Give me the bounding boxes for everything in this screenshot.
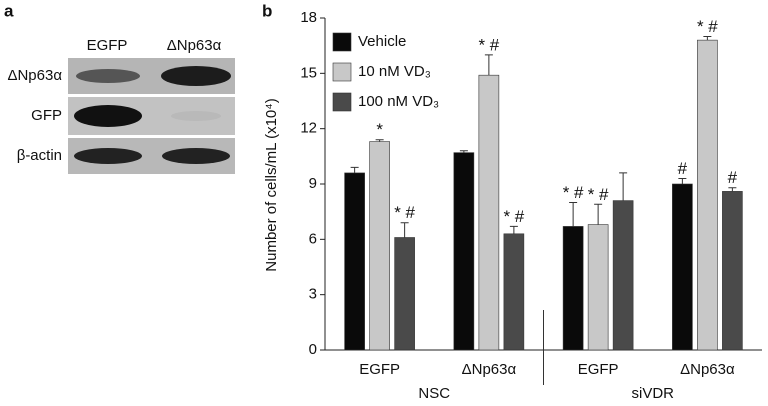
error-bar [350,166,359,173]
significance-mark: * # [503,207,524,226]
group-label: NSC [418,385,450,402]
lane-label: EGFP [87,37,128,54]
legend-label: 10 nM VD₃ [358,63,431,80]
significance-mark: * # [588,185,609,204]
legend-swatch [332,92,352,112]
error-bar [678,177,687,184]
bar [369,141,390,351]
x-tick-label: EGFP [578,361,619,378]
band [161,66,231,86]
bar [672,183,693,351]
band [162,148,230,164]
bar [562,226,584,351]
y-tick-label: 9 [309,175,317,192]
error-bar [728,187,737,192]
bar [722,191,743,351]
panel-label: a [4,1,14,20]
panel-label: b [262,1,272,20]
significance-mark: * # [563,183,584,202]
legend-swatch [332,62,352,82]
bar [453,152,475,351]
significance-mark: # [728,168,738,187]
significance-mark: * [376,120,383,139]
significance-mark: * # [394,203,415,222]
row-label: ΔNp63α [7,67,62,84]
error-bar [569,201,578,227]
row-label: GFP [31,107,62,124]
band [74,105,142,127]
error-bar [703,35,712,41]
lane-label: ΔNp63α [167,37,222,54]
y-tick-label: 15 [300,64,317,81]
bar [344,172,365,351]
band [74,148,142,164]
error-bar [619,172,628,201]
legend-swatch [332,32,352,52]
error-bar [375,139,384,142]
error-bar [484,54,493,76]
x-tick-label: EGFP [359,361,400,378]
bar [503,233,525,351]
error-bar [459,150,468,153]
error-bar [509,225,518,234]
row-label: β-actin [17,147,62,164]
error-bar [594,203,603,225]
y-axis-label: Number of cells/mL (x10⁴) [263,98,280,271]
group-label: siVDR [631,385,674,402]
bar [612,200,634,351]
bar [697,39,718,351]
band [171,111,221,121]
band [76,69,140,83]
y-tick-label: 12 [300,120,317,137]
significance-mark: # [678,159,688,178]
y-tick-label: 0 [309,341,317,358]
significance-mark: * # [478,35,499,54]
bar [587,224,609,351]
x-tick-label: ΔNp63α [462,361,517,378]
legend-label: Vehicle [358,33,406,50]
bar [478,74,500,351]
y-tick-label: 18 [300,9,317,26]
y-tick-label: 6 [309,230,317,247]
bar [394,237,415,351]
x-tick-label: ΔNp63α [680,361,735,378]
legend-label: 100 nM VD₃ [358,93,439,110]
blot [68,58,235,174]
y-tick-label: 3 [309,286,317,303]
significance-mark: * # [697,17,718,36]
error-bar [400,222,409,238]
